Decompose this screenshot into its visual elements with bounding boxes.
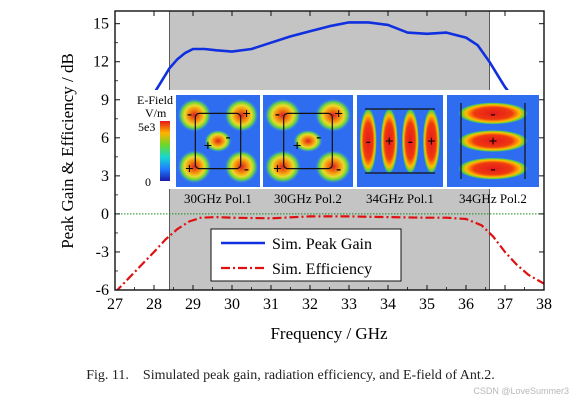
field-lobe xyxy=(264,98,301,132)
polarity-mark: + xyxy=(293,139,302,155)
x-tick-label: 32 xyxy=(302,296,318,313)
current-path xyxy=(283,112,333,170)
y-tick-label: 9 xyxy=(101,92,109,109)
polarity-mark: - xyxy=(491,162,496,178)
polarity-mark: - xyxy=(336,162,341,178)
polarity-mark: - xyxy=(491,106,496,122)
field-bar xyxy=(380,107,398,175)
field-lobe xyxy=(315,98,352,132)
series-line-efficiency xyxy=(115,215,544,290)
inset-panel-1: - ++ -+-30GHz Pol.1 xyxy=(176,95,260,206)
field-lobe xyxy=(264,150,301,184)
caption-label: Fig. 11. xyxy=(86,368,129,383)
y-tick-label: -3 xyxy=(96,244,109,261)
y-axis-label: Peak Gain & Efficiency / dB xyxy=(58,53,77,249)
field-lobe xyxy=(177,98,212,132)
polarity-mark: + xyxy=(385,134,394,150)
polarity-mark: - xyxy=(316,129,321,145)
e-field-insets: E-Field V/m 5e3 0 - ++ -+-30GHz Pol.1- ++ -+… xyxy=(116,90,544,206)
x-tick-label: 33 xyxy=(341,296,357,313)
polarity-mark: + xyxy=(204,139,213,155)
y-tick-label: 3 xyxy=(101,168,109,185)
y-tick-label: 12 xyxy=(93,54,109,71)
polarity-mark: + xyxy=(185,162,194,178)
field-bar xyxy=(401,107,419,175)
field-bar xyxy=(458,129,528,153)
x-tick-label: 29 xyxy=(185,296,201,313)
inset-panel-2: - ++ -+-30GHz Pol.2 xyxy=(263,95,353,206)
x-tick-label: 31 xyxy=(263,296,279,313)
chart: E-Field V/m 5e3 0 - ++ -+-30GHz Pol.1- ++ -+… xyxy=(58,10,552,343)
field-bar xyxy=(359,107,377,175)
colorbar-title: E-Field xyxy=(137,93,173,107)
polarity-mark: + xyxy=(489,134,498,150)
polarity-mark: + xyxy=(273,162,282,178)
y-tick-label: -6 xyxy=(96,282,109,299)
y-tick-label: 15 xyxy=(93,16,109,33)
series-line-peak-gain xyxy=(148,21,544,124)
figure-caption: Fig. 11. Simulated peak gain, radiation e… xyxy=(0,368,581,384)
polarity-mark: + xyxy=(427,134,436,150)
inset-label: 34GHz Pol.1 xyxy=(366,191,434,206)
y-tick-label: 0 xyxy=(101,206,109,223)
current-path xyxy=(194,112,242,170)
legend-label-efficiency: Sim. Efficiency xyxy=(272,261,372,278)
colorbar-max-label: 5e3 xyxy=(138,120,155,134)
x-tick-label: 36 xyxy=(458,296,474,313)
polarity-mark: - xyxy=(275,106,280,122)
field-bar xyxy=(458,157,528,180)
colorbar-min-label: 0 xyxy=(145,175,151,189)
legend-box xyxy=(210,228,402,282)
legend: Sim. Peak Gain Sim. Efficiency xyxy=(210,228,402,282)
watermark: CSDN @LoveSummer3 xyxy=(473,386,569,396)
y-tick-label: 6 xyxy=(101,130,109,147)
x-tick-label: 28 xyxy=(146,296,162,313)
field-lobe xyxy=(224,150,259,184)
polarity-mark: - xyxy=(187,106,192,122)
x-tick-label: 38 xyxy=(536,296,552,313)
colorbar-unit: V/m xyxy=(145,106,167,120)
x-axis-label: Frequency / GHz xyxy=(270,324,388,343)
x-tick-label: 34 xyxy=(380,296,396,313)
x-tick-label: 30 xyxy=(224,296,240,313)
field-lobe xyxy=(224,98,259,132)
inset-label: 30GHz Pol.1 xyxy=(184,191,252,206)
field-lobe xyxy=(204,129,232,153)
polarity-mark: - xyxy=(408,134,413,150)
inset-panel-4: - + - 34GHz Pol.2 xyxy=(447,95,539,206)
field-bar xyxy=(422,107,440,175)
inset-label: 34GHz Pol.2 xyxy=(459,191,527,206)
polarity-mark: + xyxy=(242,106,251,122)
legend-label-peak-gain: Sim. Peak Gain xyxy=(272,236,372,253)
x-tick-label: 37 xyxy=(497,296,513,313)
series-layer xyxy=(115,21,544,290)
polarity-mark: - xyxy=(366,134,371,150)
inset-panel-3: - + - +34GHz Pol.1 xyxy=(357,95,443,206)
polarity-mark: - xyxy=(244,162,249,178)
field-lobe xyxy=(293,129,323,153)
field-bar xyxy=(458,102,528,125)
x-tick-label: 35 xyxy=(419,296,435,313)
x-tick-label: 27 xyxy=(107,296,123,313)
inset-label: 30GHz Pol.2 xyxy=(274,191,342,206)
polarity-mark: - xyxy=(226,129,231,145)
colorbar xyxy=(160,121,170,181)
caption-text: Simulated peak gain, radiation efficienc… xyxy=(142,368,495,383)
field-lobe xyxy=(315,150,352,184)
field-lobe xyxy=(177,150,212,184)
polarity-mark: + xyxy=(334,106,343,122)
